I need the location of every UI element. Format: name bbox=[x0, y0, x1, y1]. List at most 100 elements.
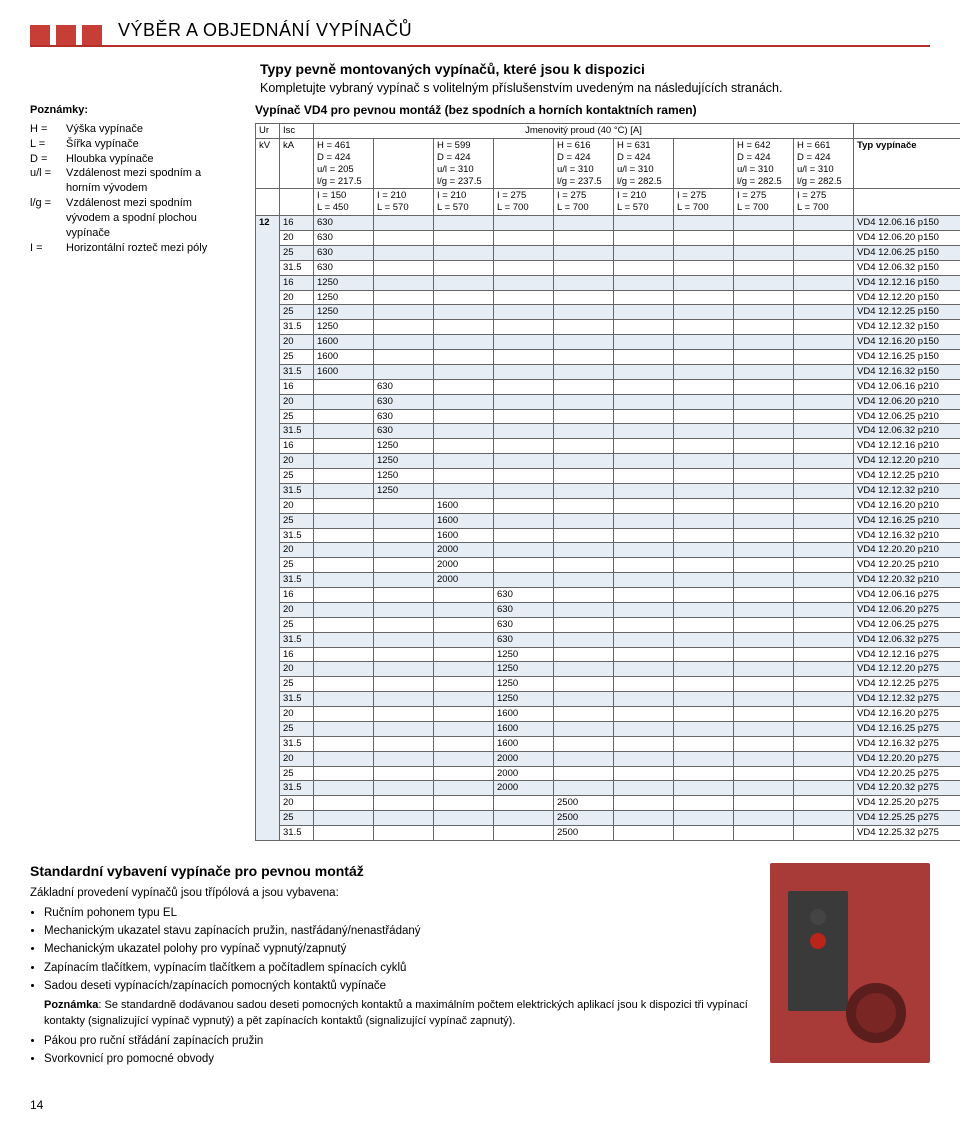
current-cell bbox=[794, 394, 854, 409]
current-cell: 2000 bbox=[434, 558, 494, 573]
col-header: H = 461D = 424u/l = 205l/g = 217.5 bbox=[314, 138, 374, 189]
current-cell bbox=[494, 305, 554, 320]
current-cell: 630 bbox=[494, 617, 554, 632]
col-header bbox=[854, 124, 960, 139]
current-cell bbox=[794, 692, 854, 707]
current-cell bbox=[734, 498, 794, 513]
section-header: VÝBĚR A OBJEDNÁNÍ VYPÍNAČŮ bbox=[30, 20, 930, 47]
current-cell: 1600 bbox=[314, 335, 374, 350]
current-cell bbox=[434, 751, 494, 766]
type-cell: VD4 12.12.25 p150 bbox=[854, 305, 960, 320]
current-cell bbox=[674, 543, 734, 558]
table-row: 251600VD4 12.16.25 p150 bbox=[256, 350, 960, 365]
type-cell: VD4 12.12.16 p150 bbox=[854, 275, 960, 290]
current-cell bbox=[554, 721, 614, 736]
current-cell bbox=[314, 439, 374, 454]
current-cell: 1250 bbox=[314, 290, 374, 305]
current-cell bbox=[794, 469, 854, 484]
ka-cell: 31.5 bbox=[280, 826, 314, 841]
table-row: 31.5630VD4 12.06.32 p275 bbox=[256, 632, 960, 647]
list-item: Pákou pro ruční střádání zapínacích pruž… bbox=[44, 1033, 752, 1050]
list-item: Sadou deseti vypínacích/zapínacích pomoc… bbox=[44, 978, 752, 995]
current-cell bbox=[734, 216, 794, 231]
std-note-text: : Se standardně dodávanou sadou deseti p… bbox=[44, 999, 748, 1027]
current-cell bbox=[494, 498, 554, 513]
current-cell: 1600 bbox=[494, 707, 554, 722]
type-cell: VD4 12.06.20 p275 bbox=[854, 602, 960, 617]
notes-value: Šířka vypínače bbox=[66, 137, 235, 152]
ka-cell: 16 bbox=[280, 439, 314, 454]
current-cell bbox=[494, 558, 554, 573]
current-cell bbox=[614, 721, 674, 736]
col-header: I = 210L = 570 bbox=[374, 189, 434, 216]
current-cell bbox=[734, 424, 794, 439]
current-cell bbox=[674, 483, 734, 498]
col-header: kA bbox=[280, 138, 314, 189]
current-cell bbox=[374, 602, 434, 617]
current-cell bbox=[734, 513, 794, 528]
current-cell bbox=[554, 275, 614, 290]
page-number: 14 bbox=[30, 1098, 960, 1112]
current-cell bbox=[374, 796, 434, 811]
current-cell bbox=[374, 231, 434, 246]
current-cell bbox=[674, 424, 734, 439]
current-cell bbox=[614, 439, 674, 454]
current-cell bbox=[674, 513, 734, 528]
ka-cell: 31.5 bbox=[280, 483, 314, 498]
type-cell: VD4 12.20.25 p210 bbox=[854, 558, 960, 573]
current-cell bbox=[794, 245, 854, 260]
current-cell bbox=[734, 617, 794, 632]
current-cell bbox=[494, 290, 554, 305]
type-cell: VD4 12.06.32 p150 bbox=[854, 260, 960, 275]
table-row: 251250VD4 12.12.25 p275 bbox=[256, 677, 960, 692]
current-cell bbox=[734, 439, 794, 454]
current-cell bbox=[374, 543, 434, 558]
current-cell bbox=[554, 305, 614, 320]
current-cell bbox=[494, 260, 554, 275]
current-cell: 2000 bbox=[434, 543, 494, 558]
current-cell bbox=[434, 662, 494, 677]
intro-sub: Kompletujte vybraný vypínač s volitelným… bbox=[260, 81, 930, 95]
type-cell: VD4 12.12.20 p275 bbox=[854, 662, 960, 677]
ka-cell: 31.5 bbox=[280, 320, 314, 335]
current-cell bbox=[614, 751, 674, 766]
current-cell: 2500 bbox=[554, 811, 614, 826]
kv-cell: 12 bbox=[256, 216, 280, 841]
table-row: 201600VD4 12.16.20 p150 bbox=[256, 335, 960, 350]
current-cell bbox=[374, 721, 434, 736]
notes-row: u/l =Vzdálenost mezi spodním a horním vý… bbox=[30, 166, 235, 196]
current-cell: 1600 bbox=[494, 736, 554, 751]
current-cell bbox=[734, 394, 794, 409]
current-cell: 1600 bbox=[494, 721, 554, 736]
current-cell bbox=[674, 558, 734, 573]
col-header: Isc bbox=[280, 124, 314, 139]
std-list: Ručním pohonem typu ELMechanickým ukazat… bbox=[30, 905, 752, 995]
current-cell bbox=[314, 424, 374, 439]
current-cell bbox=[734, 350, 794, 365]
ka-cell: 20 bbox=[280, 498, 314, 513]
current-cell bbox=[794, 543, 854, 558]
type-cell: VD4 12.12.32 p150 bbox=[854, 320, 960, 335]
current-cell bbox=[374, 364, 434, 379]
table-row: 161250VD4 12.12.16 p150 bbox=[256, 275, 960, 290]
table-row: 202000VD4 12.20.20 p275 bbox=[256, 751, 960, 766]
current-cell bbox=[374, 647, 434, 662]
table-row: 25630VD4 12.06.25 p210 bbox=[256, 409, 960, 424]
current-cell bbox=[554, 439, 614, 454]
current-cell bbox=[554, 662, 614, 677]
current-cell bbox=[374, 350, 434, 365]
current-cell bbox=[674, 454, 734, 469]
current-cell bbox=[794, 364, 854, 379]
current-cell bbox=[674, 647, 734, 662]
current-cell bbox=[434, 394, 494, 409]
current-cell bbox=[374, 751, 434, 766]
current-cell bbox=[554, 394, 614, 409]
notes-key: L = bbox=[30, 137, 66, 152]
current-cell bbox=[734, 275, 794, 290]
current-cell: 630 bbox=[314, 245, 374, 260]
current-cell: 1250 bbox=[314, 275, 374, 290]
current-cell bbox=[554, 528, 614, 543]
current-cell bbox=[434, 305, 494, 320]
current-cell bbox=[734, 662, 794, 677]
type-cell: VD4 12.20.32 p210 bbox=[854, 573, 960, 588]
